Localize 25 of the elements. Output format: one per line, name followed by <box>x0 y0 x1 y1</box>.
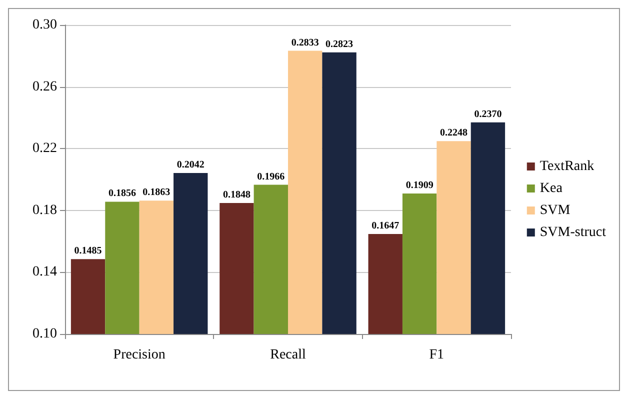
legend-label: Kea <box>540 181 564 196</box>
text: 0.1848 <box>222 189 250 200</box>
text: 0.1856 <box>108 188 136 200</box>
text: 0.1485 <box>74 246 102 257</box>
text: 0.1863 <box>142 187 170 198</box>
y-tick-label: 0.30 <box>32 18 57 32</box>
x-tick-label: F1 <box>429 348 444 362</box>
text: 0.2248 <box>440 128 468 139</box>
y-tick-label: 0.22 <box>32 141 57 156</box>
y-tick-label: 0.26 <box>32 79 57 94</box>
text: 0.2823 <box>326 38 354 50</box>
y-tick-label: 0.10 <box>32 326 57 342</box>
legend-label: SVM <box>540 203 571 218</box>
text: 0.1909 <box>406 180 434 192</box>
y-tick-label: 0.14 <box>32 264 57 280</box>
text: 0.2042 <box>176 160 204 171</box>
text: 0.2833 <box>291 37 319 48</box>
y-tick-label: 0.18 <box>32 202 57 218</box>
legend-label: SVM-struct <box>540 225 606 240</box>
text: 0.1966 <box>257 171 285 182</box>
text: 0.2370 <box>474 108 502 120</box>
legend-label: TextRank <box>540 159 594 174</box>
x-tick-label: Precision <box>113 348 166 362</box>
x-tick-label: Recall <box>270 348 306 362</box>
text: 0.1647 <box>372 220 400 232</box>
